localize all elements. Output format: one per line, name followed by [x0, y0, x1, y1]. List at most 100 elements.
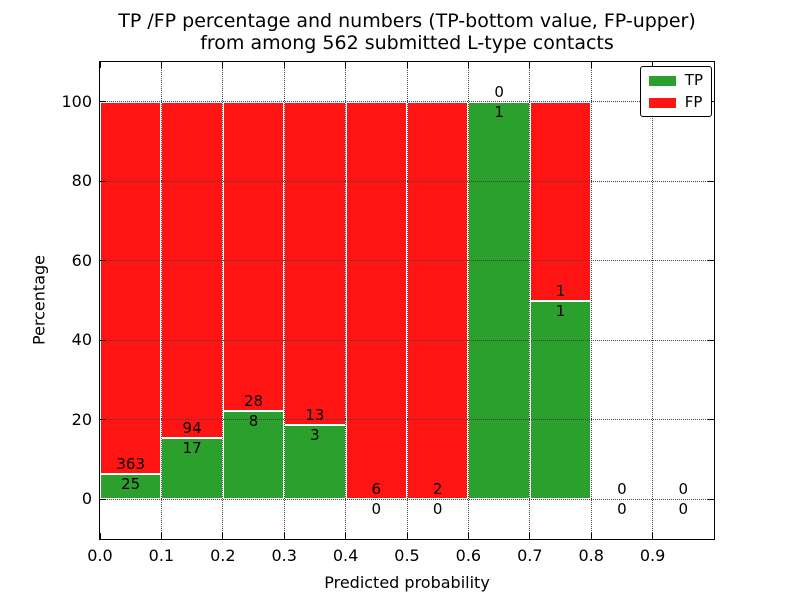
- bar-count-label-fp: 6: [371, 480, 382, 499]
- bar-count-label-tp: 3: [310, 425, 320, 444]
- bar-count-label-tp: 0: [617, 500, 627, 519]
- grid-line-vertical: [345, 62, 347, 539]
- bar-count-label-tp: 17: [182, 439, 202, 458]
- bar-count-label-fp: 28: [243, 391, 264, 410]
- grid-line-vertical: [652, 62, 654, 539]
- grid-line-vertical: [529, 62, 531, 539]
- grid-line-vertical: [222, 62, 224, 539]
- chart-title: TP /FP percentage and numbers (TP-bottom…: [14, 10, 800, 54]
- y-tick-mark: [100, 498, 106, 500]
- x-axis-label: Predicted probability: [324, 573, 490, 592]
- grid-line-vertical: [160, 62, 162, 539]
- legend-swatch-fp: [648, 97, 676, 108]
- x-tick-mark: [99, 62, 101, 68]
- legend-label-tp: TP: [684, 71, 703, 89]
- x-tick-mark: [406, 533, 408, 539]
- chart-title-line1: TP /FP percentage and numbers (TP-bottom…: [118, 10, 696, 32]
- bar-count-label-fp: 13: [305, 405, 325, 424]
- bar-count-label-fp: 0: [678, 480, 689, 499]
- x-tick-label: 0.8: [578, 546, 604, 565]
- bar-count-label-tp: 8: [248, 411, 259, 430]
- y-tick-mark: [100, 260, 106, 262]
- x-tick-mark: [529, 533, 531, 539]
- bar-count-label-tp: 1: [494, 102, 504, 121]
- grid-line-vertical: [590, 62, 592, 539]
- y-tick-label: 0: [81, 489, 92, 509]
- y-tick-mark: [708, 260, 714, 262]
- x-tick-label: 0.3: [271, 546, 297, 565]
- x-tick-mark: [222, 62, 224, 68]
- x-tick-label: 0.7: [517, 546, 543, 565]
- y-tick-mark: [708, 339, 714, 341]
- bar-count-label-tp: 0: [371, 500, 382, 519]
- x-tick-mark: [652, 62, 654, 68]
- y-tick-mark: [708, 180, 714, 182]
- x-tick-label: 0.1: [148, 546, 175, 565]
- bar-segment-tp: [529, 300, 592, 500]
- x-tick-mark: [160, 533, 162, 539]
- y-tick-mark: [100, 101, 106, 103]
- bar-segment-fp: [345, 101, 407, 500]
- y-tick-mark: [100, 339, 106, 341]
- y-tick-label: 80: [71, 171, 92, 191]
- y-tick-label: 60: [71, 250, 92, 270]
- y-tick-mark: [100, 180, 106, 182]
- x-tick-mark: [529, 62, 531, 68]
- x-tick-label: 0.4: [332, 546, 359, 565]
- bar-segment-fp: [222, 101, 285, 411]
- y-tick-label: 20: [71, 409, 92, 429]
- grid-line-vertical: [406, 62, 408, 539]
- bar-segment-fp: [161, 101, 223, 439]
- y-tick-label: 100: [61, 91, 92, 111]
- bar-count-label-fp: 1: [555, 281, 566, 300]
- bar-count-label-tp: 0: [432, 500, 443, 519]
- x-tick-mark: [652, 533, 654, 539]
- x-tick-mark: [345, 62, 347, 68]
- bar-count-label-tp: 0: [678, 500, 689, 519]
- bar-segment-tp: [468, 101, 530, 500]
- legend-item-tp: TP: [648, 71, 703, 89]
- y-tick-label: 40: [71, 330, 92, 350]
- bar-segment-tp: [161, 438, 223, 500]
- bar-segment-tp: [284, 424, 346, 500]
- y-tick-mark: [100, 419, 106, 421]
- x-tick-label: 0.2: [210, 546, 236, 565]
- bar-segment-fp: [407, 101, 469, 500]
- legend-swatch-tp: [648, 75, 676, 86]
- x-tick-mark: [160, 62, 162, 68]
- grid-line-vertical: [283, 62, 285, 539]
- x-tick-mark: [222, 533, 224, 539]
- x-tick-mark: [590, 62, 592, 68]
- x-tick-label: 0.9: [639, 546, 666, 565]
- x-tick-label: 0.5: [394, 546, 420, 565]
- x-tick-mark: [467, 62, 469, 68]
- bar-segment-tp: [100, 473, 162, 500]
- x-tick-mark: [99, 533, 101, 539]
- bar-count-label-tp: 25: [121, 474, 141, 493]
- bar-count-label-fp: 94: [182, 419, 202, 438]
- x-tick-mark: [283, 533, 285, 539]
- bar-count-label-fp: 0: [494, 82, 504, 101]
- x-tick-mark: [467, 533, 469, 539]
- legend: TP FP: [639, 66, 712, 117]
- plot-area: Predicted probability TP FP 0.0 0.1 0.2 0.3…: [61, 61, 715, 592]
- bar-segment-fp: [284, 101, 346, 425]
- x-tick-mark: [283, 62, 285, 68]
- x-tick-mark: [345, 533, 347, 539]
- x-tick-mark: [590, 533, 592, 539]
- chart-title-line2: from among 562 submitted L-type contacts: [200, 32, 614, 54]
- y-tick-mark: [708, 498, 714, 500]
- legend-label-fp: FP: [684, 93, 703, 111]
- x-tick-label: 0.6: [455, 546, 482, 565]
- x-tick-mark: [406, 62, 408, 68]
- grid-line-vertical: [467, 62, 469, 539]
- bar-count-label-fp: 2: [432, 480, 443, 499]
- bar-segment-tp: [222, 410, 285, 500]
- bar-segment-fp: [529, 101, 592, 301]
- legend-item-fp: FP: [648, 93, 703, 111]
- y-tick-mark: [708, 419, 714, 421]
- bar-count-label-tp: 1: [555, 301, 566, 320]
- bar-segment-fp: [100, 101, 162, 474]
- x-tick-label: 0.0: [87, 546, 113, 565]
